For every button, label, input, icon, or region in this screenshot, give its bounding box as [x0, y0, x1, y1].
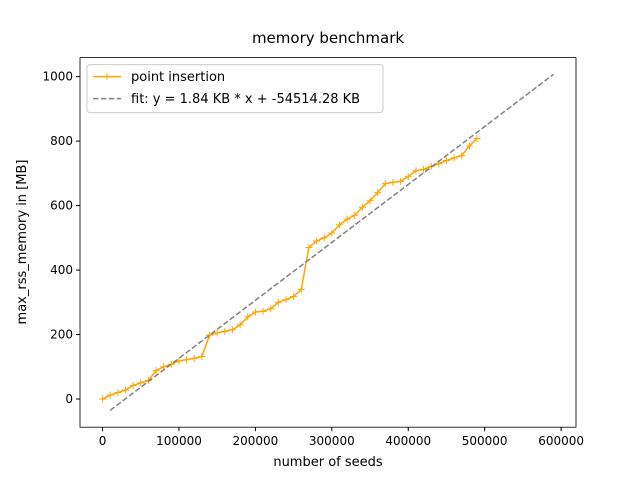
legend-marker — [103, 73, 111, 81]
point-marker — [114, 389, 122, 397]
point-marker — [381, 180, 389, 188]
legend: point insertion fit: y = 1.84 KB * x + -5… — [86, 64, 384, 114]
point-marker — [152, 367, 160, 375]
point-marker — [190, 354, 198, 362]
x-tick-label: 300000 — [309, 434, 355, 448]
point-marker — [175, 357, 183, 365]
legend-box — [86, 64, 384, 114]
y-axis-label: max_rss_memory in [MB] — [15, 160, 30, 325]
chart-title: memory benchmark — [252, 29, 404, 47]
point-marker — [198, 352, 206, 360]
point-marker — [282, 296, 290, 304]
point-marker — [412, 167, 420, 175]
point-marker — [404, 173, 412, 181]
point-marker — [267, 305, 275, 313]
point-marker — [236, 321, 244, 329]
point-marker — [167, 360, 175, 368]
point-marker — [251, 308, 259, 316]
point-marker — [397, 177, 405, 185]
y-tick-label: 400 — [50, 263, 73, 277]
point-marker — [228, 326, 236, 334]
point-marker — [420, 165, 428, 173]
point-marker — [328, 229, 336, 237]
point-marker — [458, 152, 466, 160]
point-marker — [244, 313, 252, 321]
legend-label: fit: y = 1.84 KB * x + -54514.28 KB — [131, 92, 360, 107]
point-marker — [320, 234, 328, 242]
series-line — [109, 73, 554, 412]
point-marker — [106, 391, 114, 399]
x-tick-label: 100000 — [156, 434, 202, 448]
point-marker — [290, 292, 298, 300]
point-marker — [183, 356, 191, 364]
x-tick-label: 200000 — [232, 434, 278, 448]
y-tick-label: 200 — [50, 328, 73, 342]
x-axis-label: number of seeds — [273, 455, 383, 470]
point-marker — [389, 178, 397, 186]
point-marker — [137, 379, 145, 387]
plot-frame — [79, 57, 577, 428]
y-tick-label: 0 — [65, 392, 73, 406]
point-marker — [259, 307, 267, 315]
point-marker — [313, 237, 321, 245]
point-marker — [297, 285, 305, 293]
point-marker — [473, 135, 481, 143]
point-marker — [450, 154, 458, 162]
point-marker — [213, 329, 221, 337]
point-marker — [305, 243, 313, 251]
point-marker — [358, 203, 366, 211]
point-marker — [129, 381, 137, 389]
point-marker — [366, 197, 374, 205]
point-marker — [221, 327, 229, 335]
legend-label: point insertion — [131, 70, 225, 85]
y-tick-label: 1000 — [42, 70, 73, 84]
x-tick-label: 0 — [99, 434, 107, 448]
point-marker — [465, 142, 473, 150]
x-tick-label: 500000 — [462, 434, 508, 448]
point-marker — [343, 215, 351, 223]
point-marker — [351, 211, 359, 219]
point-marker — [206, 331, 214, 339]
point-marker — [99, 395, 107, 403]
point-marker — [121, 386, 129, 394]
y-tick-label: 600 — [50, 199, 73, 213]
point-marker — [335, 221, 343, 229]
x-tick-label: 600000 — [538, 434, 584, 448]
point-marker — [374, 189, 382, 197]
point-marker — [274, 298, 282, 306]
y-tick-label: 800 — [50, 134, 73, 148]
x-tick-label: 400000 — [385, 434, 431, 448]
point-marker — [442, 156, 450, 164]
